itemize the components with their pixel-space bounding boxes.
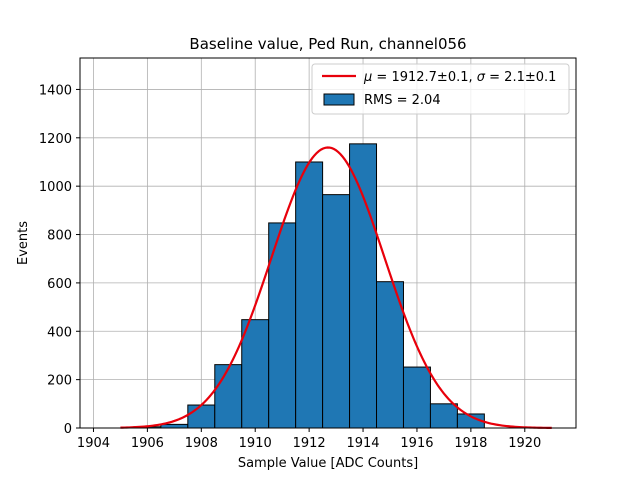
x-tick-label: 1908 xyxy=(185,436,218,451)
histogram-bar xyxy=(214,364,243,429)
x-tick-label: 1914 xyxy=(346,436,379,451)
histogram-bar xyxy=(295,161,324,429)
x-tick-label: 1916 xyxy=(400,436,433,451)
x-tick-label: 1904 xyxy=(77,436,110,451)
legend-hist-swatch xyxy=(323,93,355,106)
legend-sigma-value: = 2.1±0.1 xyxy=(485,70,556,85)
plot-frame xyxy=(79,57,577,429)
gaussian-fit xyxy=(120,146,552,429)
y-tick-label: 0 xyxy=(64,422,72,437)
x-tick-label: 1906 xyxy=(131,436,164,451)
x-tick-label: 1920 xyxy=(508,436,541,451)
legend-hist-label: RMS = 2.04 xyxy=(364,93,441,108)
y-tick-label: 400 xyxy=(47,325,72,340)
y-tick-label: 1200 xyxy=(39,132,72,147)
y-axis-label: Events xyxy=(16,221,31,265)
legend-mu-symbol: μ xyxy=(363,70,372,85)
legend-box xyxy=(311,63,570,115)
y-tick-label: 600 xyxy=(47,277,72,292)
histogram-bar xyxy=(322,194,351,429)
x-axis-ticks: 1904 1906 1908 1910 1912 1914 1916 1918 1920 xyxy=(77,428,541,451)
histogram-bar xyxy=(349,143,378,429)
y-tick-label: 1000 xyxy=(39,180,72,195)
x-tick-label: 1918 xyxy=(454,436,487,451)
x-tick-label: 1910 xyxy=(239,436,272,451)
histogram-bar xyxy=(241,319,270,429)
histogram-bar xyxy=(187,404,216,429)
y-tick-label: 200 xyxy=(47,374,72,389)
legend: μ = 1912.7±0.1, σ = 2.1±0.1 RMS = 2.04 xyxy=(311,63,570,115)
legend-sigma-symbol: σ xyxy=(477,70,486,85)
legend-fit-label: μ = 1912.7±0.1, σ = 2.1±0.1 xyxy=(363,70,556,85)
x-tick-label: 1912 xyxy=(293,436,326,451)
legend-mu-value: = 1912.7±0.1, xyxy=(372,70,476,85)
histogram-bar xyxy=(160,423,189,429)
y-tick-label: 1400 xyxy=(39,83,72,98)
histogram-bar xyxy=(268,222,297,429)
fit-curve xyxy=(120,146,552,429)
y-tick-label: 800 xyxy=(47,229,72,244)
histogram-bar xyxy=(376,281,404,429)
x-axis-label: Sample Value [ADC Counts] xyxy=(238,456,418,471)
chart-title: Baseline value, Ped Run, channel056 xyxy=(189,35,466,53)
histogram-bar xyxy=(402,366,431,429)
y-axis-ticks: 0 200 400 600 800 1000 1200 1400 xyxy=(39,83,80,437)
histogram-bar xyxy=(429,403,458,429)
